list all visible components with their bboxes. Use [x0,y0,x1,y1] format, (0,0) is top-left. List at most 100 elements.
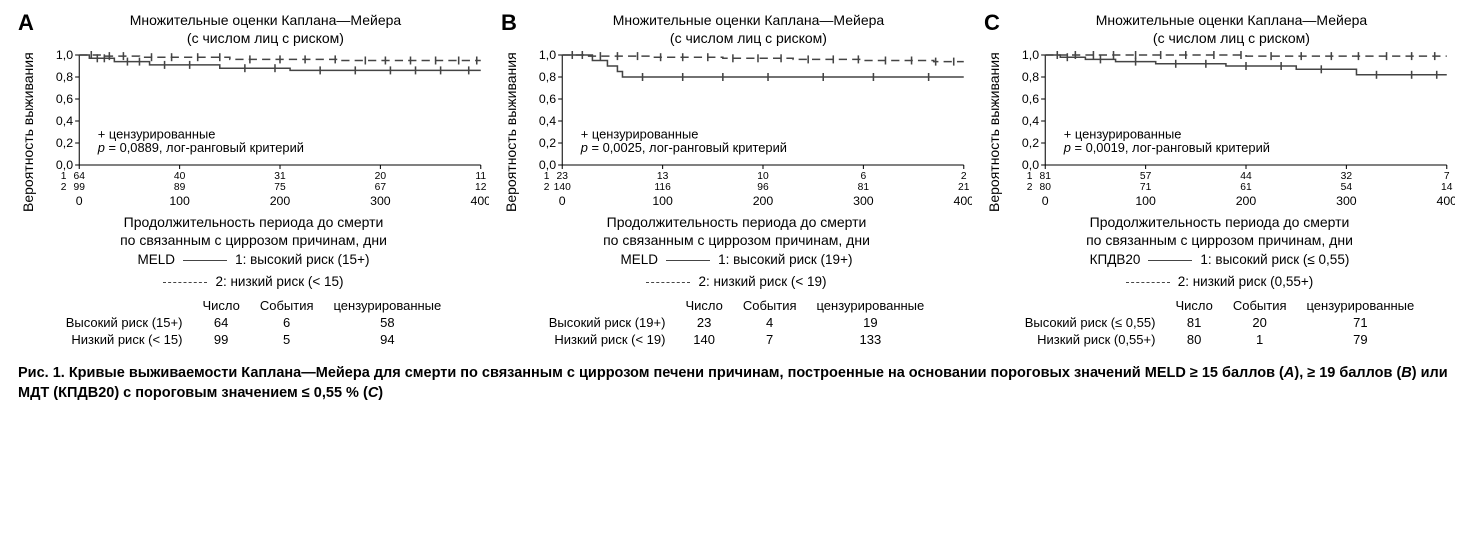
svg-text:0,6: 0,6 [539,92,556,106]
legend: MELD 1: высокий риск (15+) 2: низкий рис… [18,251,489,291]
panel-B: B Множительные оценки Каплана—Мейера(с ч… [501,12,972,348]
solid-line-icon [666,260,710,261]
svg-text:61: 61 [1240,182,1252,193]
table-header: События [733,297,807,314]
svg-text:2: 2 [544,182,550,193]
svg-text:40: 40 [174,171,186,182]
svg-text:400: 400 [953,194,972,208]
row-label: Низкий риск (< 19) [539,331,676,348]
x-axis-label: Продолжительность периода до смертипо св… [984,213,1455,249]
svg-text:14: 14 [1441,182,1453,193]
svg-text:0,8: 0,8 [1022,70,1039,84]
svg-text:p = 0,0889, лог-ранговый крите: p = 0,0889, лог-ранговый критерий [97,141,304,155]
svg-text:200: 200 [1236,194,1257,208]
legend-model: MELD [621,251,659,269]
table-row: Высокий риск (15+)64658 [56,314,452,331]
svg-text:100: 100 [652,194,673,208]
svg-text:0: 0 [76,194,83,208]
svg-text:1: 1 [544,171,550,182]
legend-low: 2: низкий риск (< 15) [215,273,343,291]
km-chart: 0,00,20,40,60,81,01281800577110044612003… [1002,47,1455,217]
table-header: Число [1165,297,1222,314]
table-header: Число [192,297,249,314]
svg-text:+ цензурированные: + цензурированные [1064,128,1182,142]
svg-text:57: 57 [1140,171,1152,182]
svg-text:0,2: 0,2 [539,136,556,150]
risk-table: ЧислоСобытияцензурированныеВысокий риск … [984,297,1455,348]
svg-text:200: 200 [270,194,291,208]
svg-text:p = 0,0025, лог-ранговый крите: p = 0,0025, лог-ранговый критерий [580,141,787,155]
solid-line-icon [183,260,227,261]
legend-model: MELD [138,251,176,269]
panel-title: Множительные оценки Каплана—Мейера(с чис… [1008,12,1455,47]
svg-text:1,0: 1,0 [56,48,73,62]
svg-text:200: 200 [753,194,774,208]
legend-high: 1: высокий риск (15+) [235,251,369,269]
svg-text:21: 21 [958,182,970,193]
svg-text:12: 12 [475,182,487,193]
svg-text:0,0: 0,0 [56,158,73,172]
svg-text:81: 81 [858,182,870,193]
svg-text:400: 400 [470,194,489,208]
svg-text:0,4: 0,4 [539,114,556,128]
svg-text:0,6: 0,6 [56,92,73,106]
table-header: цензурированные [324,297,452,314]
panel-letter: B [501,12,517,34]
table-row: Высокий риск (≤ 0,55)812071 [1015,314,1425,331]
caption-text: ) [378,385,383,401]
svg-text:64: 64 [74,171,86,182]
svg-text:1: 1 [1027,171,1033,182]
dashed-line-icon [646,282,690,283]
dashed-line-icon [1126,282,1170,283]
svg-text:0: 0 [559,194,566,208]
table-header: Число [675,297,732,314]
caption-text: ), ≥ 19 баллов ( [1294,365,1401,381]
svg-text:300: 300 [370,194,391,208]
caption-A: A [1284,365,1294,381]
table-row: Низкий риск (< 15)99594 [56,331,452,348]
panel-letter: A [18,12,34,34]
km-chart: 0,00,20,40,60,81,01264990408910031752002… [36,47,489,217]
row-label: Низкий риск (0,55+) [1015,331,1166,348]
svg-text:0,0: 0,0 [539,158,556,172]
table-header: События [250,297,324,314]
risk-table: ЧислоСобытияцензурированные Высокий риск … [501,297,972,348]
svg-text:+ цензурированные: + цензурированные [98,128,216,142]
figure-caption: Рис. 1. Кривые выживаемости Каплана—Мейе… [18,364,1455,403]
svg-text:54: 54 [1341,182,1353,193]
y-axis-label: Вероятность выживания [501,47,519,217]
caption-text: Рис. 1. Кривые выживаемости Каплана—Мейе… [18,365,1284,381]
svg-text:0,2: 0,2 [56,136,73,150]
row-label: Высокий риск (≤ 0,55) [1015,314,1166,331]
svg-text:0,0: 0,0 [1022,158,1039,172]
svg-text:81: 81 [1040,171,1052,182]
panel-C: C Множительные оценки Каплана—Мейера(с ч… [984,12,1455,348]
svg-text:20: 20 [375,171,387,182]
table-header: События [1223,297,1297,314]
legend-high: 1: высокий риск (≤ 0,55) [1200,251,1349,269]
y-axis-label: Вероятность выживания [984,47,1002,217]
svg-text:71: 71 [1140,182,1152,193]
caption-C: C [368,385,378,401]
panel-title: Множительные оценки Каплана—Мейера(с чис… [525,12,972,47]
svg-text:67: 67 [375,182,387,193]
svg-text:300: 300 [1336,194,1357,208]
row-label: Высокий риск (15+) [56,314,193,331]
svg-text:1: 1 [61,171,67,182]
svg-text:2: 2 [61,182,67,193]
row-label: Высокий риск (19+) [539,314,676,331]
svg-text:300: 300 [853,194,874,208]
table-row: Низкий риск (0,55+)80179 [1015,331,1425,348]
dashed-line-icon [163,282,207,283]
x-axis-label: Продолжительность периода до смертипо св… [501,213,972,249]
legend: КПДВ20 1: высокий риск (≤ 0,55) 2: низки… [984,251,1455,291]
svg-text:p = 0,0019, лог-ранговый крите: p = 0,0019, лог-ранговый критерий [1063,141,1270,155]
svg-text:80: 80 [1040,182,1052,193]
svg-text:1,0: 1,0 [539,48,556,62]
svg-text:0,6: 0,6 [1022,92,1039,106]
svg-text:2: 2 [1027,182,1033,193]
table-header: цензурированные [1297,297,1425,314]
table-header: цензурированные [807,297,935,314]
legend-low: 2: низкий риск (0,55+) [1178,273,1314,291]
legend-low: 2: низкий риск (< 19) [698,273,826,291]
